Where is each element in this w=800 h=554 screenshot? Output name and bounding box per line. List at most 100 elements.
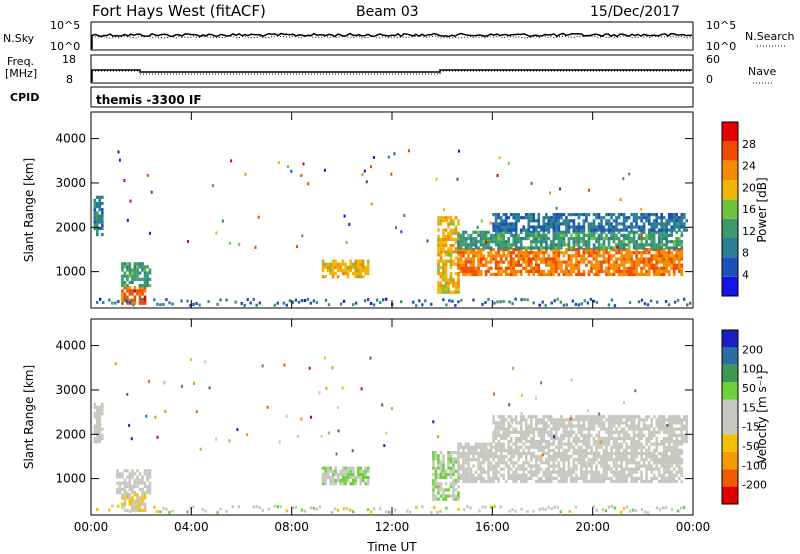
- heatmap-cell-551: [512, 260, 515, 264]
- heatmap-cell-1882: [553, 299, 556, 303]
- heatmap-cell-1853: [469, 506, 472, 510]
- heatmap-cell-1236: [675, 458, 678, 462]
- heatmap-cell-1364: [532, 440, 536, 444]
- heatmap-cell-1531: [542, 222, 546, 226]
- heatmap-cell-412: [464, 473, 468, 477]
- heatmap-cell-329: [447, 216, 450, 220]
- heatmap-cell-186: [331, 475, 335, 480]
- heatmap-cell-871: [630, 269, 633, 273]
- heatmap-cell-1738: [670, 418, 673, 422]
- heatmap-cell-116: [133, 277, 137, 281]
- heatmap-cell-335: [449, 482, 453, 486]
- heatmap-cell-1503: [524, 213, 528, 217]
- heatmap-cell-657: [527, 448, 531, 452]
- heatmap-cell-1846: [382, 298, 385, 302]
- heatmap-cell-230: [364, 268, 367, 273]
- heatmap-cell-1305: [605, 237, 608, 241]
- heatmap-cell-911: [642, 248, 646, 252]
- heatmap-cell-441: [469, 251, 473, 255]
- heatmap-cell-1240: [570, 237, 573, 241]
- heatmap-cell-1558: [555, 216, 558, 220]
- heatmap-cell-682: [535, 458, 538, 462]
- heatmap-cell-1518: [532, 213, 536, 217]
- heatmap-cell-1576: [565, 216, 568, 220]
- heatmap-cell-1933: [511, 421, 514, 424]
- heatmap-cell-1315: [610, 230, 613, 234]
- heatmap-cell-1460: [567, 424, 571, 428]
- heatmap-cell-975: [665, 266, 668, 270]
- heatmap-cell-625: [540, 260, 543, 264]
- heatmap-cell-920: [595, 442, 598, 446]
- heatmap-cell-691: [565, 266, 568, 270]
- heatmap-cell-433: [467, 442, 470, 446]
- heatmap-cell-327: [447, 466, 450, 470]
- heatmap-cell-1167: [660, 464, 663, 468]
- heatmap-cell-339: [449, 253, 453, 257]
- heatmap-cell-660: [530, 473, 533, 477]
- heatmap-cell-1426: [670, 230, 673, 234]
- heatmap-cell-569: [502, 448, 505, 452]
- heatmap-cell-344: [452, 497, 455, 501]
- heatmap-cell-1784: [96, 508, 99, 511]
- heatmap-cell-1975: [498, 156, 501, 160]
- heatmap-cell-506: [487, 464, 490, 468]
- heatmap-cell-524: [502, 251, 505, 255]
- heatmap-cell-1794: [156, 510, 159, 514]
- heatmap-cell-1229: [672, 445, 676, 449]
- heatmap-cell-757: [590, 254, 593, 258]
- heatmap-cell-1463: [502, 228, 505, 232]
- heatmap-cell-1937: [530, 181, 533, 185]
- heatmap-cell-718: [545, 458, 548, 462]
- heatmap-cell-231: [354, 475, 357, 480]
- heatmap-cell-609: [514, 470, 518, 474]
- heatmap-cell-251: [366, 482, 370, 486]
- heatmap-cell-1823: [285, 303, 288, 307]
- heatmap-cell-1433: [557, 427, 561, 431]
- heatmap-cell-271: [434, 494, 438, 498]
- heatmap-cell-1007: [617, 455, 621, 459]
- heatmap-cell-1534: [545, 228, 548, 232]
- heatmap-cell-355: [452, 259, 455, 263]
- heatmap-cell-744: [552, 476, 556, 480]
- heatmap-cell-189: [341, 262, 345, 266]
- heatmap-cell-985: [667, 257, 671, 261]
- heatmap-cell-1125: [507, 240, 510, 244]
- heatmap-cell-388: [457, 445, 460, 449]
- heatmap-cell-929: [597, 442, 601, 446]
- heatmap-cell-1808: [231, 505, 234, 509]
- heatmap-cell-1734: [670, 430, 673, 434]
- heatmap-cell-952: [657, 260, 661, 264]
- heatmap-cell-451: [472, 445, 475, 449]
- heatmap-cell-552: [512, 257, 515, 261]
- heatmap-cell-1472: [504, 216, 508, 220]
- heatmap-cell-169: [324, 482, 327, 486]
- heatmap-cell-1695: [637, 216, 641, 220]
- heatmap-cell-1319: [514, 430, 518, 434]
- heatmap-cell-607: [514, 476, 518, 480]
- heatmap-cell-1665: [642, 421, 646, 425]
- heatmap-cell-1009: [678, 269, 681, 273]
- heatmap-cell-298: [444, 281, 448, 285]
- heatmap-cell-1965: [301, 234, 304, 238]
- heatmap-cell-784: [600, 269, 603, 273]
- heatmap-cell-361: [452, 222, 455, 226]
- heatmap-cell-450: [472, 448, 475, 452]
- heatmap-cell-470: [479, 479, 483, 484]
- heatmap-cell-815: [570, 473, 573, 477]
- heatmap-cell-1391: [652, 240, 656, 244]
- heatmap-cell-252: [366, 479, 370, 483]
- heatmap-cell-1911: [335, 452, 338, 456]
- heatmap-cell-1475: [507, 225, 510, 229]
- heatmap-cell-1817: [252, 297, 255, 301]
- heatmap-cell-1149: [655, 464, 658, 468]
- heatmap-cell-1476: [575, 436, 578, 441]
- heatmap-cell-229: [364, 272, 367, 276]
- heatmap-cell-724: [577, 272, 581, 277]
- heatmap-cell-241: [359, 466, 362, 470]
- heatmap-cell-1601: [582, 228, 586, 232]
- heatmap-cell-171: [331, 272, 335, 276]
- heatmap-cell-941: [602, 473, 606, 477]
- heatmap-cell-930: [600, 479, 603, 484]
- heatmap-cell-591: [509, 458, 513, 462]
- heatmap-cell-860: [582, 473, 586, 477]
